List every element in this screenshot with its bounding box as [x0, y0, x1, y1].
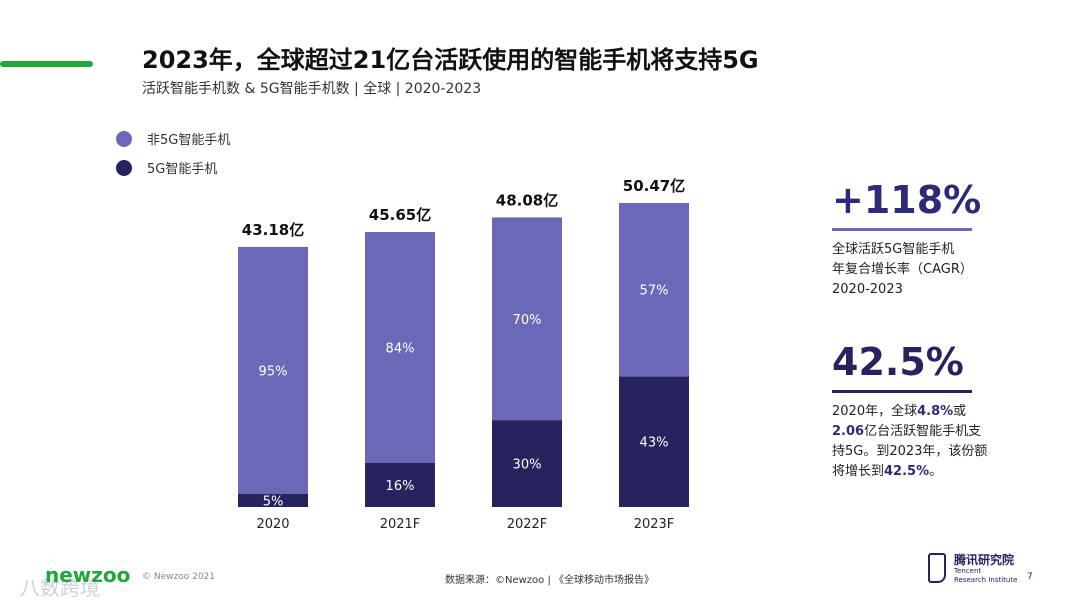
legend-swatch: [116, 131, 132, 147]
total-label: 43.18亿: [242, 221, 304, 239]
segment-label: 95%: [259, 364, 288, 379]
legend-label: 5G智能手机: [147, 162, 217, 177]
title: 2023年，全球超过21亿台活跃使用的智能手机将支持5G: [142, 46, 759, 74]
bar-segment: [238, 493, 308, 507]
segment-label: 16%: [386, 479, 415, 494]
total-label: 50.47亿: [623, 177, 685, 195]
bar-segment: [365, 232, 435, 464]
x-tick-label: 2022F: [507, 517, 548, 532]
x-tick-label: 2020: [256, 517, 289, 532]
stat-underline: [832, 390, 972, 393]
stat-desc: 2020年，全球4.8%或 2.06亿台活跃智能手机支持5G。到2023年，该份额…: [832, 402, 992, 482]
bar-segment: [492, 217, 562, 421]
segment-label: 5%: [263, 494, 284, 509]
total-label: 45.65亿: [369, 206, 431, 224]
x-tick-label: 2021F: [380, 517, 421, 532]
logo-mark: [928, 553, 946, 583]
text-run: 2020年，全球: [832, 404, 918, 419]
segment-label: 30%: [513, 458, 542, 473]
source: 数据来源：©Newzoo | 《全球移动市场报告》: [445, 575, 655, 586]
watermark: 八数跨境: [20, 576, 100, 600]
stat-line: 2020-2023: [832, 282, 903, 297]
segment-label: 84%: [386, 342, 415, 357]
stat-line: 全球活跃5G智能手机: [832, 242, 955, 257]
text-run: 或: [953, 404, 967, 419]
segment-label: 70%: [513, 313, 542, 328]
legend-swatch: [116, 160, 132, 176]
accent-bar: [0, 61, 93, 67]
stat-value: +118%: [832, 178, 982, 222]
legend-label: 非5G智能手机: [147, 133, 230, 148]
bar-segment: [619, 376, 689, 507]
logo-cn: 腾讯研究院: [954, 553, 1015, 567]
bar-segment: [238, 246, 308, 494]
text-run: 亿台活跃智能手机支持5G。到2023年，该份额将增长到: [832, 424, 988, 479]
stat-value: 42.5%: [832, 340, 964, 384]
bar-segment: [492, 420, 562, 507]
stat-desc: 全球活跃5G智能手机 年复合增长率（CAGR） 2020-2023: [832, 240, 973, 300]
total-label: 48.08亿: [496, 191, 558, 209]
brand: newzoo: [45, 563, 131, 587]
logo-en: Tencent: [954, 567, 982, 575]
stat-underline: [832, 228, 972, 231]
copyright: © Newzoo 2021: [142, 572, 215, 582]
bar-segment: [365, 463, 435, 507]
stat-line: 年复合增长率（CAGR）: [832, 262, 973, 277]
text-run: 4.8%: [917, 404, 954, 419]
bar-segment: [619, 203, 689, 377]
segment-label: 57%: [640, 284, 669, 299]
page-number: 7: [1027, 572, 1033, 582]
text-run: 2.06: [832, 424, 865, 439]
logo-en: Research Institute: [954, 576, 1018, 584]
text-run: 。: [929, 464, 943, 479]
subtitle: 活跃智能手机数 & 5G智能手机数 | 全球 | 2020-2023: [142, 81, 482, 97]
text-run: 42.5%: [884, 464, 930, 479]
x-tick-label: 2023F: [634, 517, 675, 532]
segment-label: 43%: [640, 436, 669, 451]
